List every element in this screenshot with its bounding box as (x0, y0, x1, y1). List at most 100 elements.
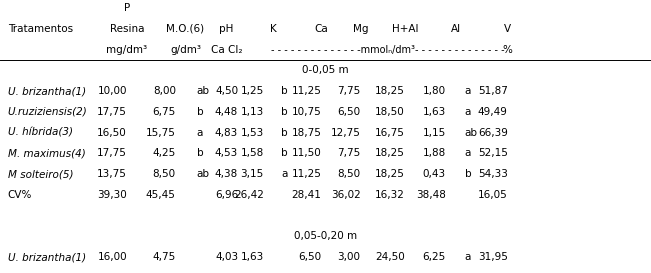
Text: 3,15: 3,15 (240, 169, 264, 179)
Text: 7,75: 7,75 (337, 86, 361, 96)
Text: 18,50: 18,50 (375, 107, 405, 117)
Text: 1,58: 1,58 (240, 149, 264, 158)
Text: - - - - - - - - - - - - - -mmolₙ/dm³- - - - - - - - - - - - - -: - - - - - - - - - - - - - -mmolₙ/dm³- - … (271, 45, 504, 55)
Text: 0-0,05 m: 0-0,05 m (302, 66, 349, 75)
Text: 3,00: 3,00 (338, 252, 361, 262)
Text: 1,53: 1,53 (240, 128, 264, 138)
Text: 4,53: 4,53 (215, 149, 238, 158)
Text: Ca: Ca (314, 24, 329, 34)
Text: V: V (505, 24, 511, 34)
Text: a: a (281, 169, 288, 179)
Text: 4,83: 4,83 (215, 128, 238, 138)
Text: 18,75: 18,75 (292, 128, 322, 138)
Text: 39,30: 39,30 (97, 190, 127, 200)
Text: 1,63: 1,63 (422, 107, 446, 117)
Text: 18,25: 18,25 (375, 169, 405, 179)
Text: 52,15: 52,15 (478, 149, 508, 158)
Text: 28,41: 28,41 (292, 190, 322, 200)
Text: 10,00: 10,00 (98, 86, 127, 96)
Text: H+Al: H+Al (392, 24, 418, 34)
Text: 1,15: 1,15 (422, 128, 446, 138)
Text: 8,50: 8,50 (152, 169, 176, 179)
Text: 11,50: 11,50 (292, 149, 322, 158)
Text: a: a (197, 128, 203, 138)
Text: 38,48: 38,48 (416, 190, 446, 200)
Text: 31,95: 31,95 (478, 252, 508, 262)
Text: 6,75: 6,75 (152, 107, 176, 117)
Text: ab: ab (465, 128, 478, 138)
Text: g/dm³: g/dm³ (170, 45, 201, 55)
Text: 4,03: 4,03 (215, 252, 238, 262)
Text: b: b (281, 107, 288, 117)
Text: 16,05: 16,05 (478, 190, 508, 200)
Text: U. híbrida(3): U. híbrida(3) (8, 128, 73, 138)
Text: 26,42: 26,42 (234, 190, 264, 200)
Text: 36,02: 36,02 (331, 190, 361, 200)
Text: 16,75: 16,75 (375, 128, 405, 138)
Text: 17,75: 17,75 (97, 107, 127, 117)
Text: %: % (503, 45, 513, 55)
Text: U. brizantha(1): U. brizantha(1) (8, 252, 86, 262)
Text: a: a (465, 149, 471, 158)
Text: 6,50: 6,50 (337, 107, 361, 117)
Text: 16,50: 16,50 (97, 128, 127, 138)
Text: mg/dm³: mg/dm³ (106, 45, 148, 55)
Text: 4,75: 4,75 (152, 252, 176, 262)
Text: 18,25: 18,25 (375, 86, 405, 96)
Text: 16,32: 16,32 (375, 190, 405, 200)
Text: 1,25: 1,25 (240, 86, 264, 96)
Text: Al: Al (450, 24, 461, 34)
Text: a: a (465, 86, 471, 96)
Text: 15,75: 15,75 (146, 128, 176, 138)
Text: 0,43: 0,43 (422, 169, 446, 179)
Text: 11,25: 11,25 (292, 169, 322, 179)
Text: 4,38: 4,38 (215, 169, 238, 179)
Text: b: b (197, 149, 203, 158)
Text: 0,05-0,20 m: 0,05-0,20 m (294, 232, 357, 241)
Text: Mg: Mg (353, 24, 368, 34)
Text: M.O.(6): M.O.(6) (167, 24, 204, 34)
Text: 49,49: 49,49 (478, 107, 508, 117)
Text: 10,75: 10,75 (292, 107, 322, 117)
Text: Resina: Resina (110, 24, 144, 34)
Text: CV%: CV% (8, 190, 32, 200)
Text: 51,87: 51,87 (478, 86, 508, 96)
Text: 8,00: 8,00 (153, 86, 176, 96)
Text: 66,39: 66,39 (478, 128, 508, 138)
Text: 4,25: 4,25 (152, 149, 176, 158)
Text: P: P (124, 3, 130, 13)
Text: 8,50: 8,50 (337, 169, 361, 179)
Text: 1,63: 1,63 (240, 252, 264, 262)
Text: 18,25: 18,25 (375, 149, 405, 158)
Text: b: b (197, 107, 203, 117)
Text: 16,00: 16,00 (97, 252, 127, 262)
Text: 6,25: 6,25 (422, 252, 446, 262)
Text: b: b (465, 169, 471, 179)
Text: M solteiro(5): M solteiro(5) (8, 169, 74, 179)
Text: a: a (465, 107, 471, 117)
Text: 45,45: 45,45 (146, 190, 176, 200)
Text: M. maximus(4): M. maximus(4) (8, 149, 85, 158)
Text: 4,50: 4,50 (215, 86, 238, 96)
Text: Tratamentos: Tratamentos (8, 24, 73, 34)
Text: b: b (281, 149, 288, 158)
Text: 4,48: 4,48 (215, 107, 238, 117)
Text: 12,75: 12,75 (331, 128, 361, 138)
Text: 1,13: 1,13 (240, 107, 264, 117)
Text: ab: ab (197, 169, 210, 179)
Text: 1,80: 1,80 (422, 86, 446, 96)
Text: 11,25: 11,25 (292, 86, 322, 96)
Text: ab: ab (197, 86, 210, 96)
Text: b: b (281, 86, 288, 96)
Text: 54,33: 54,33 (478, 169, 508, 179)
Text: 24,50: 24,50 (375, 252, 405, 262)
Text: Ca Cl₂: Ca Cl₂ (211, 45, 242, 55)
Text: U. brizantha(1): U. brizantha(1) (8, 86, 86, 96)
Text: 7,75: 7,75 (337, 149, 361, 158)
Text: b: b (281, 128, 288, 138)
Text: 13,75: 13,75 (97, 169, 127, 179)
Text: pH: pH (219, 24, 234, 34)
Text: 17,75: 17,75 (97, 149, 127, 158)
Text: U.ruziziensis(2): U.ruziziensis(2) (8, 107, 88, 117)
Text: a: a (465, 252, 471, 262)
